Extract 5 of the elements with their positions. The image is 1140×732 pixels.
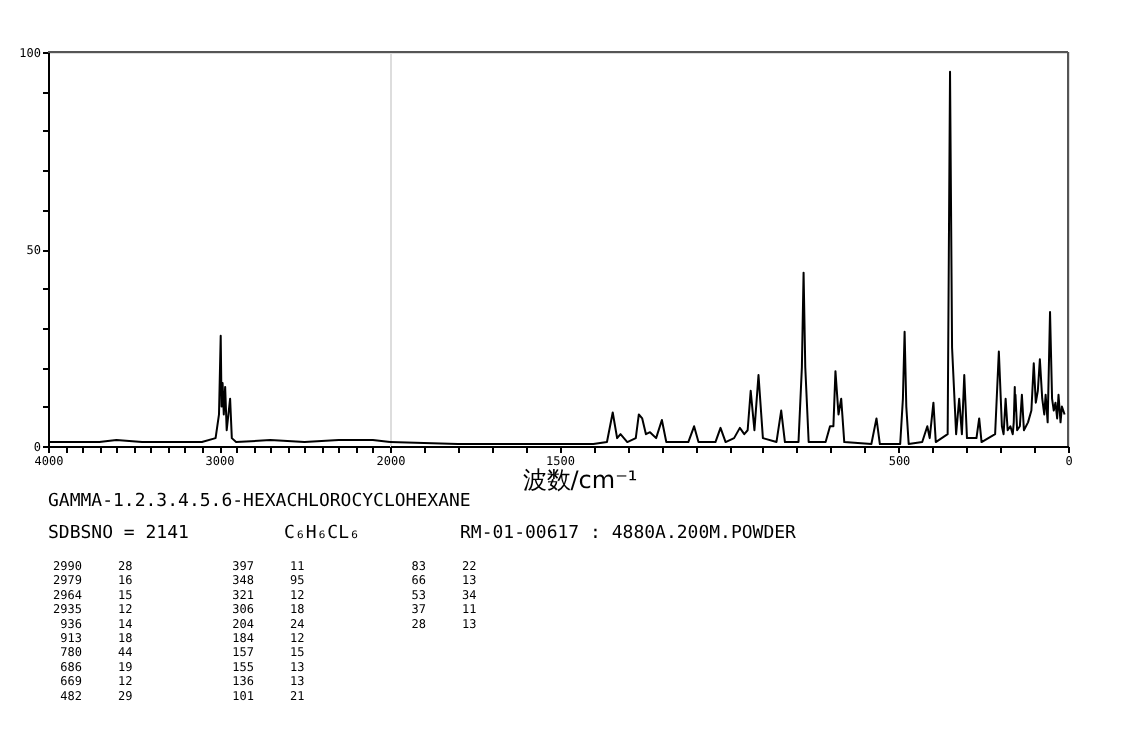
text: GAMMA-1.2.3.4.5.6-HEXACHLOROCYCLOHEXANE bbox=[48, 492, 471, 512]
text: C₆H₆CL₆ bbox=[284, 524, 360, 544]
text: RM-01-00617 : 4880A.200M.POWDER bbox=[460, 524, 798, 544]
x-axis-title: 波数/cm⁻¹ bbox=[522, 466, 638, 494]
text: SDBSNO = 2141 bbox=[48, 524, 189, 544]
